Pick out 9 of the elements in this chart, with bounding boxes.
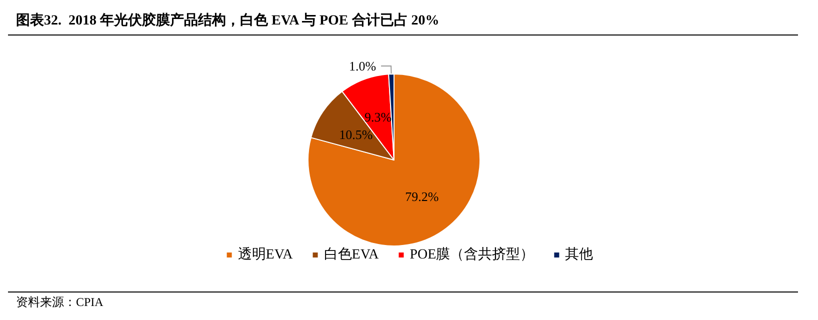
data-label: 79.2% — [405, 189, 439, 204]
data-label: 10.5% — [339, 126, 373, 142]
data-label: 1.0% — [348, 58, 376, 74]
text: 资料来源：CPIA — [16, 295, 104, 309]
chart-title: 图表32. 2018 年光伏胶膜产品结构，白色 EVA 与 POE 合计已占 20% — [16, 12, 440, 28]
legend-label: 其他 — [565, 246, 594, 262]
legend-label: 透明EVA — [238, 246, 294, 262]
legend-label: POE膜（含共挤型） — [410, 246, 534, 262]
legend-label: 白色EVA — [324, 246, 380, 262]
